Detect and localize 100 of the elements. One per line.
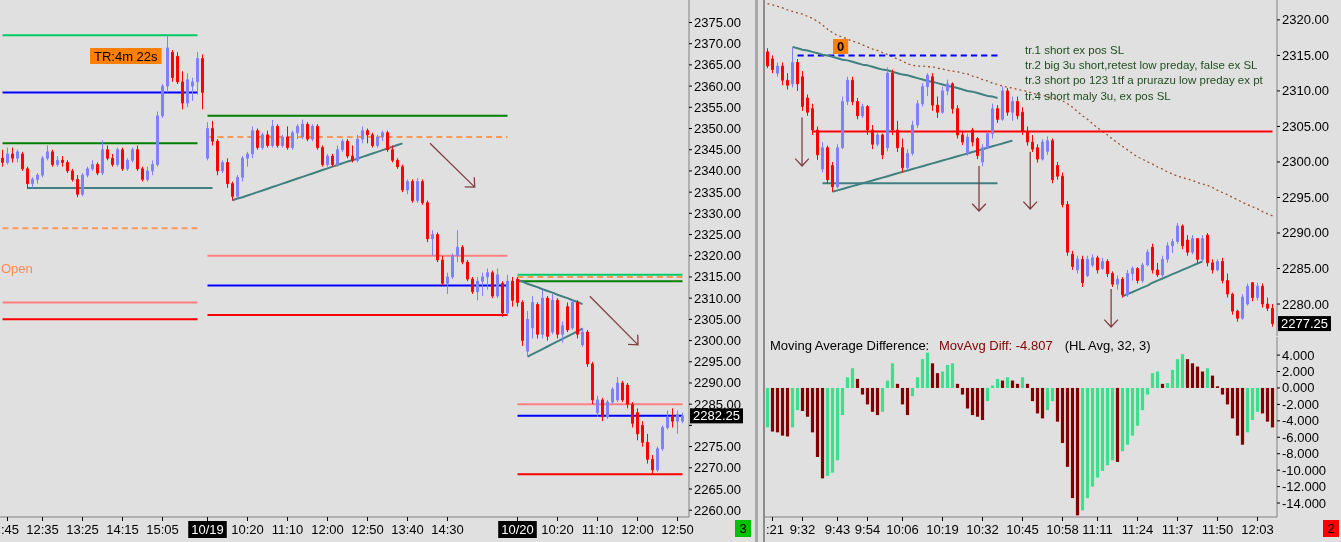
y-tick-label: 2290.00 bbox=[694, 375, 741, 391]
bar bbox=[1180, 354, 1185, 388]
candlestick bbox=[926, 72, 929, 97]
bar bbox=[865, 387, 870, 405]
y-tick-label: -8.000 bbox=[1282, 446, 1319, 462]
candlestick bbox=[771, 54, 774, 74]
y-tick-label: 2280.00 bbox=[1282, 296, 1329, 312]
candlestick bbox=[211, 120, 214, 146]
bar bbox=[790, 387, 795, 428]
bar bbox=[825, 387, 830, 476]
candlestick bbox=[481, 272, 484, 297]
candlestick bbox=[646, 433, 649, 465]
bar bbox=[1165, 383, 1170, 388]
candlestick bbox=[791, 47, 794, 88]
candlestick bbox=[581, 327, 584, 348]
candlestick bbox=[1241, 293, 1244, 321]
candlestick bbox=[801, 70, 804, 112]
candlestick bbox=[311, 123, 314, 142]
candlestick bbox=[551, 293, 554, 335]
x-tick-label: 9:32 bbox=[789, 522, 816, 537]
x-tick-label: 11:10 bbox=[581, 522, 614, 537]
bar bbox=[925, 352, 930, 388]
candlestick bbox=[216, 138, 219, 176]
x-tick-label: :45 bbox=[1, 522, 20, 537]
annotation: tr.1 short ex pos SL bbox=[1025, 44, 1125, 56]
candlestick bbox=[936, 96, 939, 119]
bar bbox=[950, 363, 955, 388]
candlestick bbox=[566, 301, 569, 333]
candlestick bbox=[511, 276, 514, 308]
candlestick bbox=[176, 51, 179, 85]
candlestick bbox=[1, 149, 4, 168]
candlestick bbox=[1131, 265, 1134, 282]
bar bbox=[880, 387, 885, 412]
candlestick bbox=[26, 166, 29, 190]
bar bbox=[785, 387, 790, 437]
candlestick bbox=[666, 410, 669, 431]
candlestick bbox=[421, 178, 424, 206]
candlestick bbox=[996, 104, 999, 124]
candlestick bbox=[136, 144, 139, 172]
candlestick bbox=[126, 157, 129, 172]
bar bbox=[1155, 371, 1160, 388]
candlestick bbox=[331, 153, 334, 168]
candlestick bbox=[1136, 266, 1139, 284]
bar bbox=[1050, 387, 1055, 402]
x-tick-label: 13:25 bbox=[66, 522, 99, 537]
candlestick bbox=[226, 157, 229, 189]
bar bbox=[1090, 387, 1095, 487]
candlestick bbox=[351, 144, 354, 163]
bar bbox=[765, 387, 770, 428]
candlestick bbox=[636, 407, 639, 441]
bar bbox=[1220, 387, 1225, 395]
annotation: tr.2 big 3u short,retest low preday, false ex SL bbox=[1025, 59, 1259, 71]
x-tick-label: 11:24 bbox=[1121, 522, 1154, 537]
candlestick bbox=[1091, 253, 1094, 268]
candlestick bbox=[271, 119, 274, 149]
candlestick bbox=[781, 62, 784, 86]
bar bbox=[915, 377, 920, 388]
y-tick-label: 2300.00 bbox=[694, 333, 741, 349]
candlestick bbox=[321, 144, 324, 168]
candlestick bbox=[71, 168, 74, 183]
candlestick bbox=[526, 310, 529, 357]
candlestick bbox=[916, 99, 919, 129]
x-tick-label: 10:20 bbox=[541, 522, 574, 537]
annotation: Open bbox=[1, 261, 33, 276]
candlestick bbox=[336, 144, 339, 168]
y-tick-label: 2360.00 bbox=[694, 78, 741, 94]
candlestick bbox=[1141, 262, 1144, 284]
x-tick-label: 13:40 bbox=[391, 522, 424, 537]
candlestick bbox=[491, 270, 494, 299]
candlestick bbox=[596, 395, 599, 418]
candlestick bbox=[301, 119, 304, 140]
annotation: 0 bbox=[837, 39, 845, 55]
candlestick bbox=[266, 130, 269, 149]
candlestick bbox=[681, 412, 684, 424]
x-tick-label: 10:58 bbox=[1046, 522, 1079, 537]
bar bbox=[1110, 387, 1115, 461]
text: 2282.25 bbox=[693, 408, 740, 424]
bar bbox=[1170, 369, 1175, 388]
y-tick-label: -4.000 bbox=[1282, 413, 1319, 429]
bar bbox=[800, 387, 805, 411]
y-tick-label: 2265.00 bbox=[694, 481, 741, 497]
bar bbox=[1135, 387, 1140, 426]
candlestick bbox=[456, 229, 459, 263]
bar bbox=[910, 387, 915, 397]
candlestick bbox=[991, 103, 994, 140]
bar bbox=[955, 383, 960, 388]
candlestick bbox=[381, 130, 384, 142]
bar bbox=[920, 359, 925, 388]
candlestick bbox=[11, 147, 14, 163]
y-tick-label: 2310.00 bbox=[694, 290, 741, 306]
bar bbox=[1145, 387, 1150, 395]
x-tick-label: 10/20 bbox=[501, 522, 534, 537]
x-tick-label: 10/19 bbox=[191, 522, 224, 537]
candlestick bbox=[366, 128, 369, 144]
y-tick-label: -14.000 bbox=[1282, 495, 1327, 511]
candlestick bbox=[391, 144, 394, 163]
candlestick bbox=[1031, 134, 1034, 153]
candlestick bbox=[441, 255, 444, 286]
candlestick bbox=[246, 151, 249, 168]
candlestick bbox=[16, 149, 19, 163]
